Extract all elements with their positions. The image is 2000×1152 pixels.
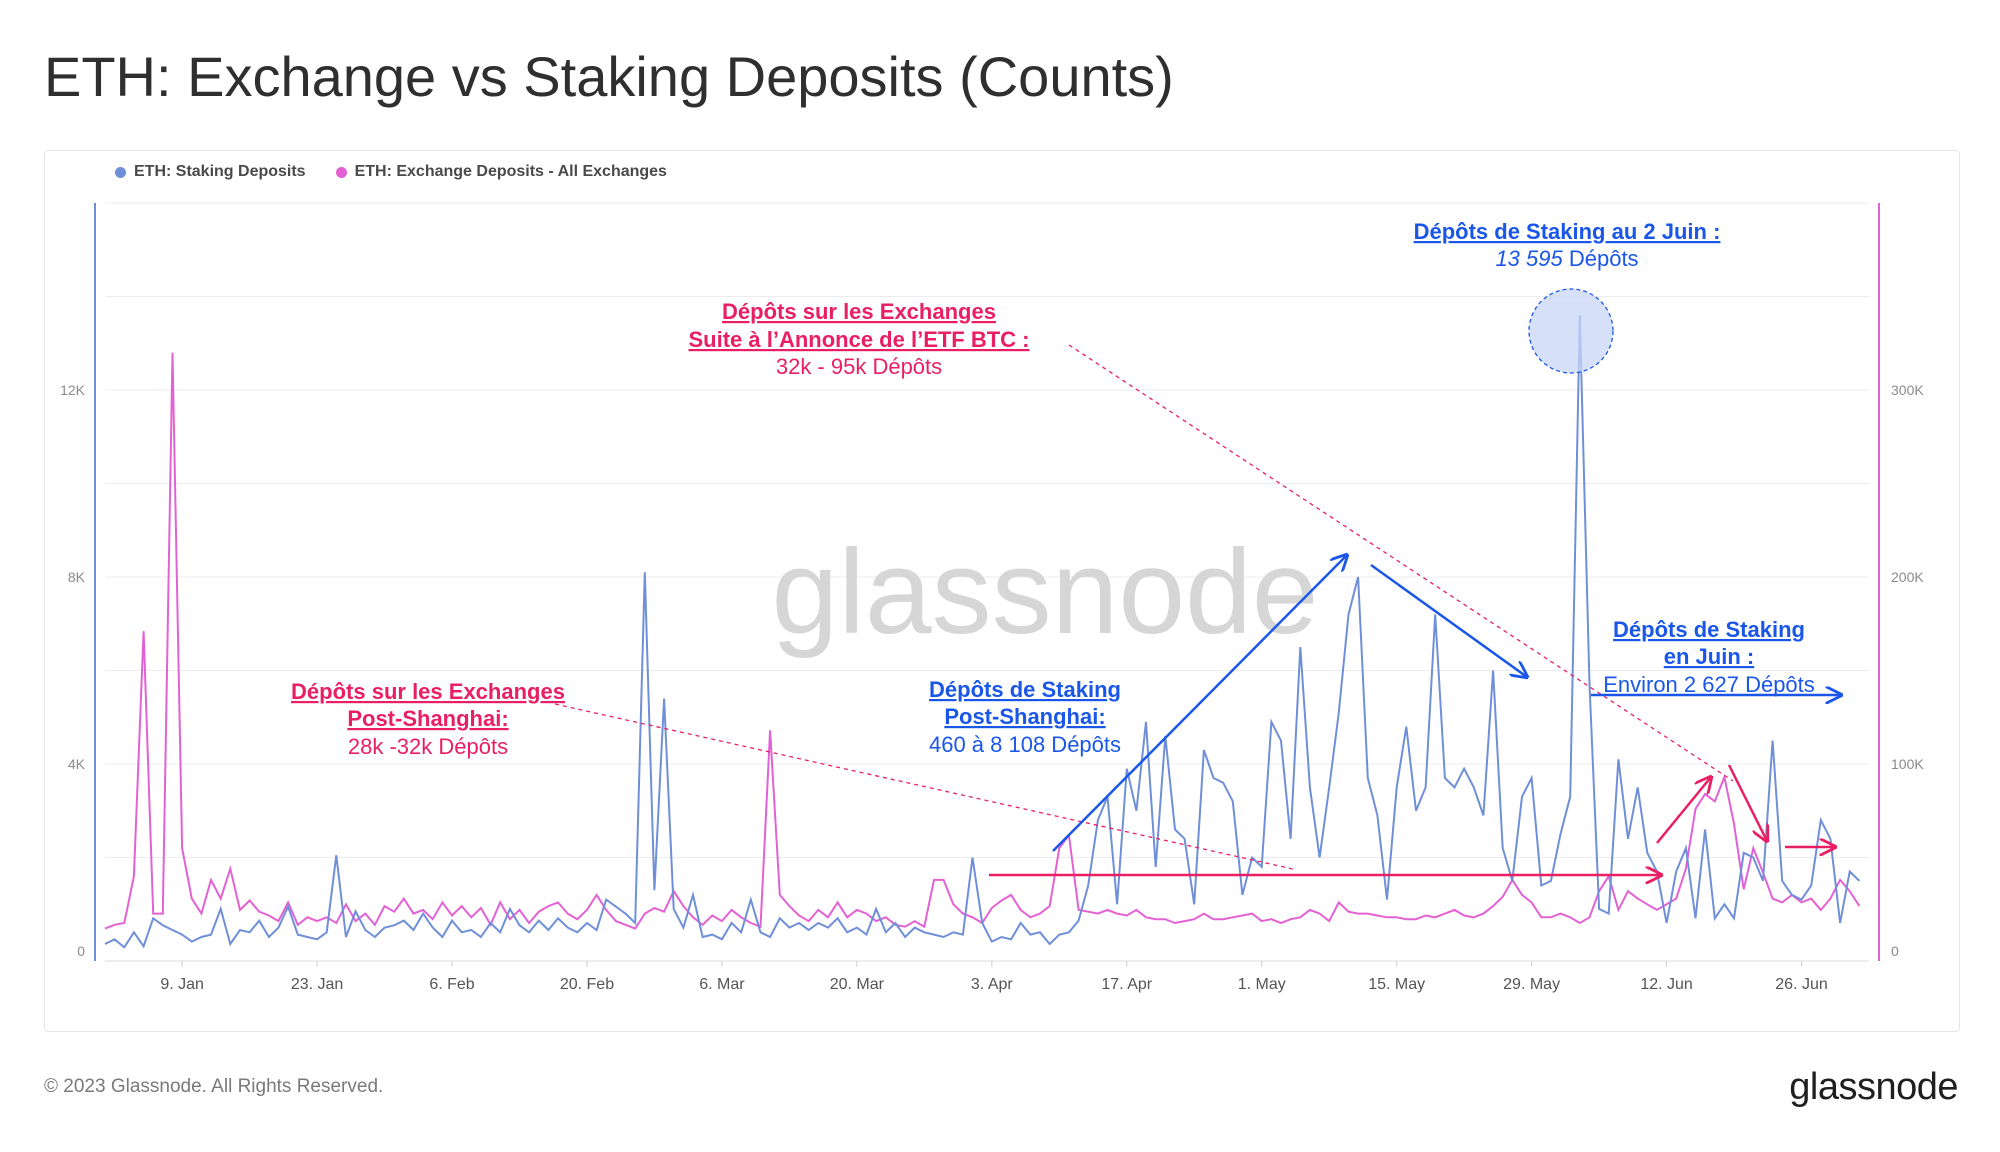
dotted-line-post-shanghai xyxy=(554,703,1294,870)
arrow-blue-up xyxy=(1052,555,1347,852)
annotation-staking-june2: Dépôts de Staking au 2 Juin : 13 595 Dép… xyxy=(1414,219,1721,271)
page-title: ETH: Exchange vs Staking Deposits (Count… xyxy=(44,45,1174,108)
arrow-blue-down xyxy=(1370,563,1527,677)
x-tick-label: 9. Jan xyxy=(160,976,204,993)
annotation-title: Dépôts sur les Exchanges xyxy=(722,299,996,324)
annotation-body: 28k -32k Dépôts xyxy=(348,734,508,759)
annotation-title: Suite à l’Annonce de l’ETF BTC : xyxy=(688,327,1029,352)
chart-panel: ETH: Staking Deposits ETH: Exchange Depo… xyxy=(44,150,1960,1032)
x-tick-label: 23. Jan xyxy=(291,976,343,993)
x-tick-label: 29. May xyxy=(1503,976,1560,993)
annotation-body: 460 à 8 108 Dépôts xyxy=(929,732,1121,757)
legend-label-exchange: ETH: Exchange Deposits - All Exchanges xyxy=(354,163,667,180)
x-tick-label: 15. May xyxy=(1368,976,1425,993)
legend-label-staking: ETH: Staking Deposits xyxy=(134,163,306,180)
y-left-tick-label: 0 xyxy=(77,943,85,959)
chart-svg: glassnode 0 4K 8K 12K 0 100K 200K 300K 9. Jan 23.… xyxy=(60,202,1924,993)
annotation-body: 32k - 95k Dépôts xyxy=(776,354,942,379)
x-tick-label: 26. Jun xyxy=(1775,976,1827,993)
annotation-title: Dépôts de Staking xyxy=(1613,617,1805,642)
annotation-title: Post-Shanghai: xyxy=(347,706,508,731)
legend-item-staking[interactable]: ETH: Staking Deposits xyxy=(115,163,306,181)
annotation-title: Post-Shanghai: xyxy=(944,704,1105,729)
annotation-title: Dépôts de Staking xyxy=(929,677,1121,702)
x-tick-label: 1. May xyxy=(1238,976,1286,993)
watermark-text: glassnode xyxy=(771,525,1318,659)
y-right-tick-label: 100K xyxy=(1891,756,1924,772)
arrow-red-down xyxy=(1727,764,1767,841)
y-right-tick-label: 300K xyxy=(1891,382,1924,398)
peak-highlight-circle xyxy=(1528,288,1614,374)
grid-layer xyxy=(105,202,1869,962)
x-tick-label: 6. Feb xyxy=(429,976,474,993)
annotation-exchange-etf: Dépôts sur les Exchanges Suite à l’Annon… xyxy=(688,299,1029,379)
annotation-overlays xyxy=(554,288,1841,875)
y-left-tick-label: 4K xyxy=(68,756,86,772)
x-tick-label: 20. Feb xyxy=(560,976,614,993)
annotation-body-italic: 13 595 xyxy=(1495,246,1563,271)
annotation-exchange-post-shanghai: Dépôts sur les Exchanges Post-Shanghai: … xyxy=(291,679,565,759)
y-right-tick-label: 200K xyxy=(1891,569,1924,585)
annotation-staking-june: Dépôts de Staking en Juin : Environ 2 62… xyxy=(1603,617,1815,697)
y-right-tick-label: 0 xyxy=(1891,943,1899,959)
x-tick-label: 17. Apr xyxy=(1101,976,1152,993)
axis-labels: 0 4K 8K 12K 0 100K 200K 300K 9. Jan 23. Jan 6. Feb… xyxy=(60,382,1924,993)
y-left-tick-label: 12K xyxy=(60,382,86,398)
x-tick-label: 20. Mar xyxy=(830,976,885,993)
annotation-title: en Juin : xyxy=(1664,644,1754,669)
annotation-staking-post-shanghai: Dépôts de Staking Post-Shanghai: 460 à 8… xyxy=(929,677,1121,757)
x-tick-label: 12. Jun xyxy=(1640,976,1692,993)
x-tick-label: 3. Apr xyxy=(971,976,1013,993)
annotation-body: 13 595 Dépôts xyxy=(1495,246,1638,271)
annotation-title: Dépôts de Staking au 2 Juin : xyxy=(1414,219,1721,244)
annotation-body: Environ 2 627 Dépôts xyxy=(1603,672,1815,697)
legend-dot-exchange xyxy=(335,166,347,178)
arrow-red-up xyxy=(1656,777,1711,844)
x-tick-label: 6. Mar xyxy=(699,976,745,993)
copyright-footer: © 2023 Glassnode. All Rights Reserved. xyxy=(44,1076,384,1097)
annotation-title: Dépôts sur les Exchanges xyxy=(291,679,565,704)
series-line-staking xyxy=(104,315,1861,949)
y-left-tick-label: 8K xyxy=(68,569,86,585)
brand-logo: glassnode xyxy=(1789,1066,1958,1108)
legend-item-exchange[interactable]: ETH: Exchange Deposits - All Exchanges xyxy=(335,163,667,181)
chart-legend: ETH: Staking Deposits ETH: Exchange Depo… xyxy=(115,163,667,181)
legend-dot-staking xyxy=(115,166,126,178)
annotation-body-rest: Dépôts xyxy=(1563,246,1639,271)
